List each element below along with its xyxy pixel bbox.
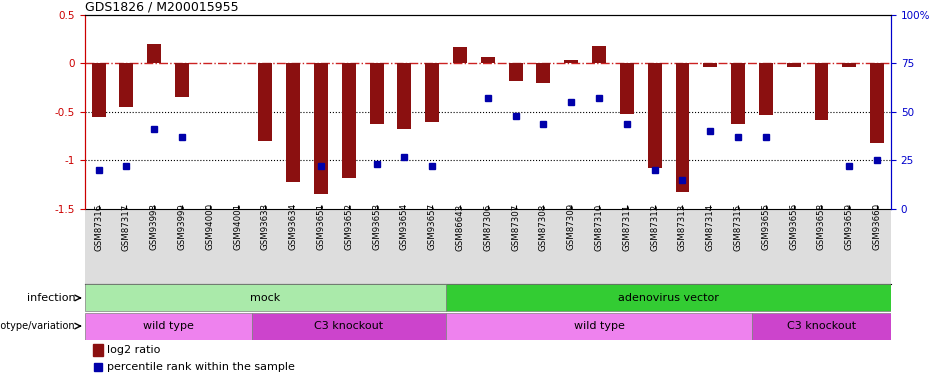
Text: GDS1826 / M200015955: GDS1826 / M200015955	[85, 1, 238, 14]
Bar	[398, 63, 412, 129]
Text: adenovirus vector: adenovirus vector	[618, 293, 719, 303]
Bar	[314, 63, 328, 194]
Bar	[703, 63, 717, 68]
Bar	[425, 63, 439, 122]
Bar	[93, 344, 102, 356]
Bar	[147, 44, 161, 63]
Text: percentile rank within the sample: percentile rank within the sample	[107, 362, 295, 372]
Bar	[446, 284, 891, 311]
Bar	[175, 63, 189, 98]
Bar	[481, 57, 494, 63]
Text: genotype/variation: genotype/variation	[0, 321, 75, 331]
Bar	[843, 63, 857, 68]
Bar	[119, 63, 133, 107]
Bar	[370, 63, 384, 124]
Bar	[85, 284, 446, 311]
Bar	[787, 63, 801, 68]
Bar	[592, 46, 606, 63]
Bar	[870, 63, 884, 143]
Text: infection: infection	[27, 293, 75, 303]
Bar	[287, 63, 300, 182]
Bar	[676, 63, 689, 192]
Bar	[85, 313, 251, 340]
Bar	[759, 63, 773, 115]
Bar	[342, 63, 356, 178]
Bar	[446, 313, 752, 340]
Text: wild type: wild type	[142, 321, 194, 331]
Bar	[648, 63, 662, 168]
Bar	[752, 313, 891, 340]
Text: wild type: wild type	[573, 321, 625, 331]
Bar	[508, 63, 522, 81]
Bar	[564, 60, 578, 63]
Bar	[91, 63, 105, 117]
Text: mock: mock	[250, 293, 280, 303]
Bar	[251, 313, 446, 340]
Bar	[731, 63, 745, 124]
Text: C3 knockout: C3 knockout	[787, 321, 856, 331]
Bar	[536, 63, 550, 83]
Bar	[620, 63, 634, 114]
Bar	[815, 63, 829, 120]
Bar	[259, 63, 273, 141]
Bar	[453, 47, 467, 63]
Text: C3 knockout: C3 knockout	[315, 321, 384, 331]
Text: log2 ratio: log2 ratio	[107, 345, 160, 355]
